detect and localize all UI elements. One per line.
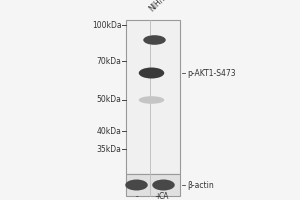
Text: -: -	[135, 192, 138, 200]
Ellipse shape	[152, 180, 175, 190]
Text: β-actin: β-actin	[188, 180, 214, 190]
Ellipse shape	[125, 180, 148, 190]
Text: 35kDa: 35kDa	[97, 144, 122, 154]
Text: 100kDa: 100kDa	[92, 21, 122, 29]
Ellipse shape	[139, 96, 164, 104]
Text: 40kDa: 40kDa	[97, 127, 122, 136]
Text: 50kDa: 50kDa	[97, 96, 122, 104]
Text: 70kDa: 70kDa	[97, 56, 122, 66]
Bar	[126, 20, 180, 174]
Text: p-AKT1-S473: p-AKT1-S473	[188, 68, 236, 77]
Text: CA: CA	[158, 192, 169, 200]
Ellipse shape	[143, 35, 166, 45]
Text: +: +	[154, 192, 161, 200]
Ellipse shape	[139, 68, 164, 78]
Text: NIH/3T3: NIH/3T3	[147, 0, 175, 13]
Bar	[126, 174, 180, 196]
